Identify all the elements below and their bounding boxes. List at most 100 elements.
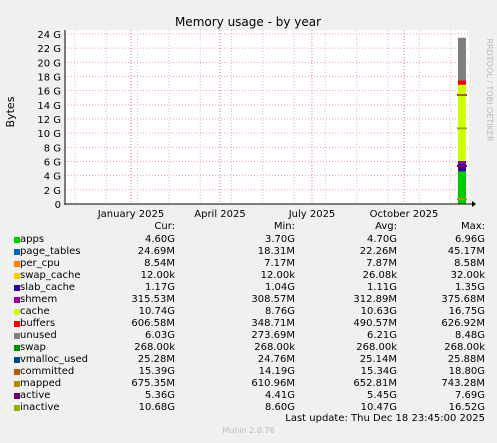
legend-max: 1.35G <box>454 282 485 293</box>
legend-swatch <box>14 381 20 387</box>
legend-avg: 6.21G <box>366 330 397 341</box>
legend-avg: 10.63G <box>360 306 397 317</box>
legend-avg: 1.11G <box>366 282 397 293</box>
legend-row-per_cpu: per_cpu 8.54M 7.17M 7.87M 8.58M <box>0 258 497 270</box>
legend-max: 743.28M <box>441 378 485 389</box>
plot-area <box>65 30 469 204</box>
legend-swatch <box>14 261 20 267</box>
y-tick-label: 8 G <box>44 143 61 154</box>
legend-row-active: active 5.36G 4.41G 5.45G 7.69G <box>0 390 497 402</box>
legend-swatch <box>14 369 20 375</box>
chart-svg: Memory usage - by year RRDTOOL / TOBI OE… <box>4 15 494 220</box>
legend-name: slab_cache <box>20 282 76 293</box>
x-tick-label: April 2025 <box>194 209 245 220</box>
legend-min: 268.00k <box>254 342 295 353</box>
legend-row-cache: cache 10.74G 8.76G 10.63G 16.75G <box>0 306 497 318</box>
legend-swatch <box>14 309 20 315</box>
legend-avg: 22.26M <box>359 246 397 257</box>
x-tick-label: January 2025 <box>97 209 165 220</box>
legend-cur: 15.39G <box>138 366 175 377</box>
legend-min: 3.70G <box>264 234 295 245</box>
legend-cur: 10.74G <box>138 306 175 317</box>
grid <box>65 30 469 204</box>
legend-name: committed <box>20 366 75 377</box>
legend-max: 18.80G <box>448 366 485 377</box>
area-segment-apps <box>458 171 466 204</box>
y-axis-label: Bytes <box>4 96 17 127</box>
legend-name: per_cpu <box>20 258 60 269</box>
y-tick-label: 6 G <box>44 158 61 169</box>
x-tick-label: October 2025 <box>370 209 439 220</box>
legend-cur: 8.54M <box>144 258 175 269</box>
legend-min: 308.57M <box>251 294 295 305</box>
legend-avg: 7.87M <box>366 258 397 269</box>
legend-swatch <box>14 249 20 255</box>
legend-cur: 5.36G <box>144 390 175 401</box>
legend-swatch <box>14 273 20 279</box>
legend-avg: 25.14M <box>359 354 397 365</box>
legend-swatch <box>14 393 20 399</box>
legend-row-inactive: inactive 10.68G 8.60G 10.47G 16.52G <box>0 402 497 414</box>
legend-max: 16.52G <box>448 402 485 413</box>
legend-max: 6.96G <box>454 234 485 245</box>
legend-min: 24.76M <box>257 354 295 365</box>
legend-max: 268.00k <box>444 342 485 353</box>
chart-title: Memory usage - by year <box>175 15 321 29</box>
legend-row-swap: swap 268.00k 268.00k 268.00k 268.00k <box>0 342 497 354</box>
header-max: Max: <box>460 221 485 232</box>
legend-name: apps <box>20 234 45 245</box>
munin-footer: Munin 2.0.76 <box>222 426 275 435</box>
legend-max: 626.92M <box>441 318 485 329</box>
legend-cur: 24.69M <box>137 246 175 257</box>
area-segment-slab_cache <box>458 163 466 172</box>
legend-avg: 10.47G <box>360 402 397 413</box>
legend-avg: 312.89M <box>353 294 397 305</box>
y-tick-label: 22 G <box>37 44 61 55</box>
legend-name: cache <box>20 306 50 317</box>
legend-swatch <box>14 321 20 327</box>
legend-swatch <box>14 333 20 339</box>
legend-cur: 315.53M <box>131 294 175 305</box>
legend-swatch <box>14 297 20 303</box>
legend-name: buffers <box>20 318 56 329</box>
y-tick-label: 24 G <box>37 30 61 41</box>
legend-cur: 4.60G <box>144 234 175 245</box>
y-ticks: 0 2 G 4 G 6 G 8 G 10 G 12 G 14 G 16 G 18 G 20 G 22 … <box>37 30 61 211</box>
legend-cur: 12.00k <box>140 270 175 281</box>
legend-avg: 652.81M <box>353 378 397 389</box>
legend-name: swap_cache <box>20 270 81 281</box>
x-ticks: January 2025 April 2025 July 2025 October 2… <box>97 209 439 220</box>
legend-avg: 4.70G <box>366 234 397 245</box>
legend-cur: 675.35M <box>131 378 175 389</box>
legend-min: 8.76G <box>264 306 295 317</box>
y-tick-label: 18 G <box>37 73 61 84</box>
y-tick-label: 2 G <box>44 186 61 197</box>
legend-cur: 1.17G <box>144 282 175 293</box>
header-cur: Cur: <box>154 221 175 232</box>
legend-name: mapped <box>20 378 62 389</box>
legend-min: 8.60G <box>264 402 295 413</box>
legend-row-unused: unused 6.03G 273.69M 6.21G 8.48G <box>0 330 497 342</box>
legend-cur: 6.03G <box>144 330 175 341</box>
header-min: Min: <box>273 221 295 232</box>
legend-max: 7.69G <box>454 390 485 401</box>
legend-row-slab_cache: slab_cache 1.17G 1.04G 1.11G 1.35G <box>0 282 497 294</box>
legend-name: unused <box>20 330 57 341</box>
last-update: Last update: Thu Dec 18 23:45:00 2025 <box>285 413 485 424</box>
header-avg: Avg: <box>375 221 397 232</box>
legend-max: 45.17M <box>447 246 485 257</box>
legend-row-buffers: buffers 606.58M 348.71M 490.57M 626.92M <box>0 318 497 330</box>
legend-cur: 606.58M <box>131 318 175 329</box>
legend-min: 7.17M <box>264 258 295 269</box>
legend-max: 25.88M <box>447 354 485 365</box>
legend-min: 14.19G <box>258 366 295 377</box>
legend-name: inactive <box>20 402 60 413</box>
legend-min: 12.00k <box>260 270 295 281</box>
legend-max: 375.68M <box>441 294 485 305</box>
legend-name: shmem <box>20 294 58 305</box>
legend-min: 610.96M <box>251 378 295 389</box>
x-tick-label: July 2025 <box>288 209 336 220</box>
y-tick-label: 4 G <box>44 172 61 183</box>
legend-avg: 268.00k <box>356 342 397 353</box>
area-segment-unused <box>458 37 466 81</box>
